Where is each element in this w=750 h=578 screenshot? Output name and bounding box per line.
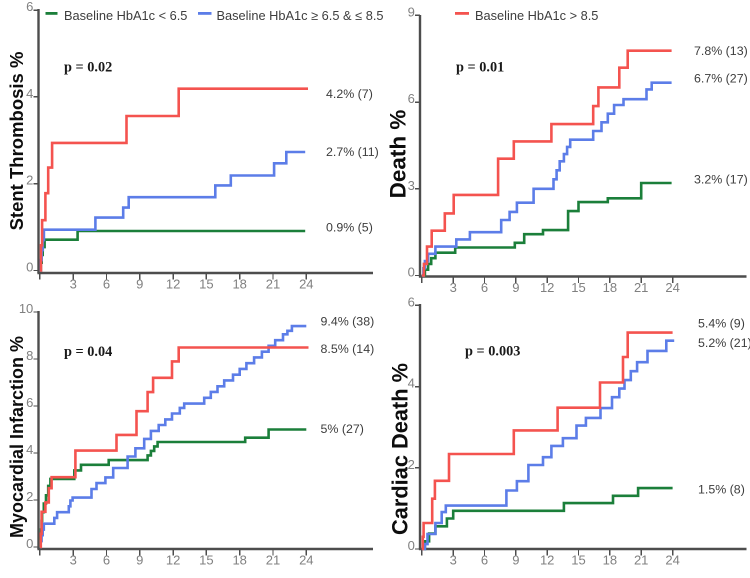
svg-text:Stent Thrombosis %: Stent Thrombosis % xyxy=(6,52,27,231)
svg-text:3: 3 xyxy=(70,553,77,568)
svg-text:7.8% (13): 7.8% (13) xyxy=(694,44,748,58)
svg-text:3: 3 xyxy=(450,280,457,295)
svg-text:6.7% (27): 6.7% (27) xyxy=(694,72,748,86)
svg-text:9: 9 xyxy=(136,277,143,292)
svg-text:6: 6 xyxy=(103,277,110,292)
svg-text:12: 12 xyxy=(540,280,554,295)
svg-text:4.2% (7): 4.2% (7) xyxy=(326,87,373,101)
svg-text:p = 0.02: p = 0.02 xyxy=(64,60,112,76)
svg-text:18: 18 xyxy=(232,277,246,292)
svg-text:Baseline HbA1c < 6.5: Baseline HbA1c < 6.5 xyxy=(64,8,187,23)
svg-text:9: 9 xyxy=(408,4,415,19)
svg-text:12: 12 xyxy=(540,553,554,568)
svg-text:Baseline HbA1c > 8.5: Baseline HbA1c > 8.5 xyxy=(475,8,598,23)
svg-text:15: 15 xyxy=(199,277,213,292)
svg-text:24: 24 xyxy=(665,280,679,295)
svg-text:0: 0 xyxy=(408,538,415,553)
svg-text:Death %: Death % xyxy=(386,110,411,199)
svg-text:p = 0.003: p = 0.003 xyxy=(465,344,520,360)
svg-text:0: 0 xyxy=(408,265,415,280)
svg-text:18: 18 xyxy=(603,280,617,295)
svg-text:3: 3 xyxy=(408,178,415,193)
svg-text:9: 9 xyxy=(512,553,519,568)
svg-text:2: 2 xyxy=(26,173,33,188)
svg-text:Myocardial Infarction %: Myocardial Infarction % xyxy=(7,336,27,538)
svg-text:24: 24 xyxy=(299,553,313,568)
svg-text:4: 4 xyxy=(26,442,33,457)
svg-text:6: 6 xyxy=(408,294,415,309)
svg-text:12: 12 xyxy=(166,553,180,568)
svg-text:8: 8 xyxy=(26,348,33,363)
svg-text:Cardiac Death %: Cardiac Death % xyxy=(388,363,413,535)
svg-text:6: 6 xyxy=(26,0,33,14)
svg-text:6: 6 xyxy=(408,91,415,106)
svg-text:15: 15 xyxy=(571,280,585,295)
svg-text:12: 12 xyxy=(166,277,180,292)
svg-text:8.5% (14): 8.5% (14) xyxy=(321,342,375,356)
svg-text:4: 4 xyxy=(408,376,415,391)
svg-text:5.4% (9): 5.4% (9) xyxy=(698,317,745,331)
svg-text:Baseline HbA1c ≥ 6.5 & ≤ 8.5: Baseline HbA1c ≥ 6.5 & ≤ 8.5 xyxy=(217,8,384,23)
svg-text:15: 15 xyxy=(199,553,213,568)
svg-text:5% (27): 5% (27) xyxy=(321,422,364,436)
svg-text:10: 10 xyxy=(19,301,33,316)
svg-text:p = 0.01: p = 0.01 xyxy=(456,60,504,76)
svg-text:5.2% (21): 5.2% (21) xyxy=(698,336,750,350)
svg-text:1.5% (8): 1.5% (8) xyxy=(698,483,745,497)
svg-text:0.9% (5): 0.9% (5) xyxy=(326,221,373,235)
svg-text:3: 3 xyxy=(450,553,457,568)
svg-text:21: 21 xyxy=(266,277,280,292)
svg-text:21: 21 xyxy=(266,553,280,568)
svg-text:18: 18 xyxy=(232,553,246,568)
svg-text:9: 9 xyxy=(136,553,143,568)
svg-text:6: 6 xyxy=(481,553,488,568)
svg-text:2: 2 xyxy=(26,489,33,504)
svg-text:21: 21 xyxy=(634,280,648,295)
svg-text:6: 6 xyxy=(26,395,33,410)
svg-text:21: 21 xyxy=(634,553,648,568)
svg-text:15: 15 xyxy=(571,553,585,568)
svg-text:4: 4 xyxy=(26,86,33,101)
svg-text:24: 24 xyxy=(665,553,679,568)
svg-text:3: 3 xyxy=(70,277,77,292)
svg-text:3.2% (17): 3.2% (17) xyxy=(694,173,748,187)
svg-text:2.7% (11): 2.7% (11) xyxy=(326,145,379,159)
svg-text:24: 24 xyxy=(299,277,313,292)
svg-text:0: 0 xyxy=(26,260,33,275)
svg-text:18: 18 xyxy=(603,553,617,568)
svg-text:9.4% (38): 9.4% (38) xyxy=(321,315,375,329)
svg-text:2: 2 xyxy=(408,457,415,472)
svg-text:p = 0.04: p = 0.04 xyxy=(64,344,112,360)
svg-text:9: 9 xyxy=(512,280,519,295)
svg-text:6: 6 xyxy=(103,553,110,568)
svg-text:0: 0 xyxy=(26,536,33,551)
svg-text:6: 6 xyxy=(481,280,488,295)
